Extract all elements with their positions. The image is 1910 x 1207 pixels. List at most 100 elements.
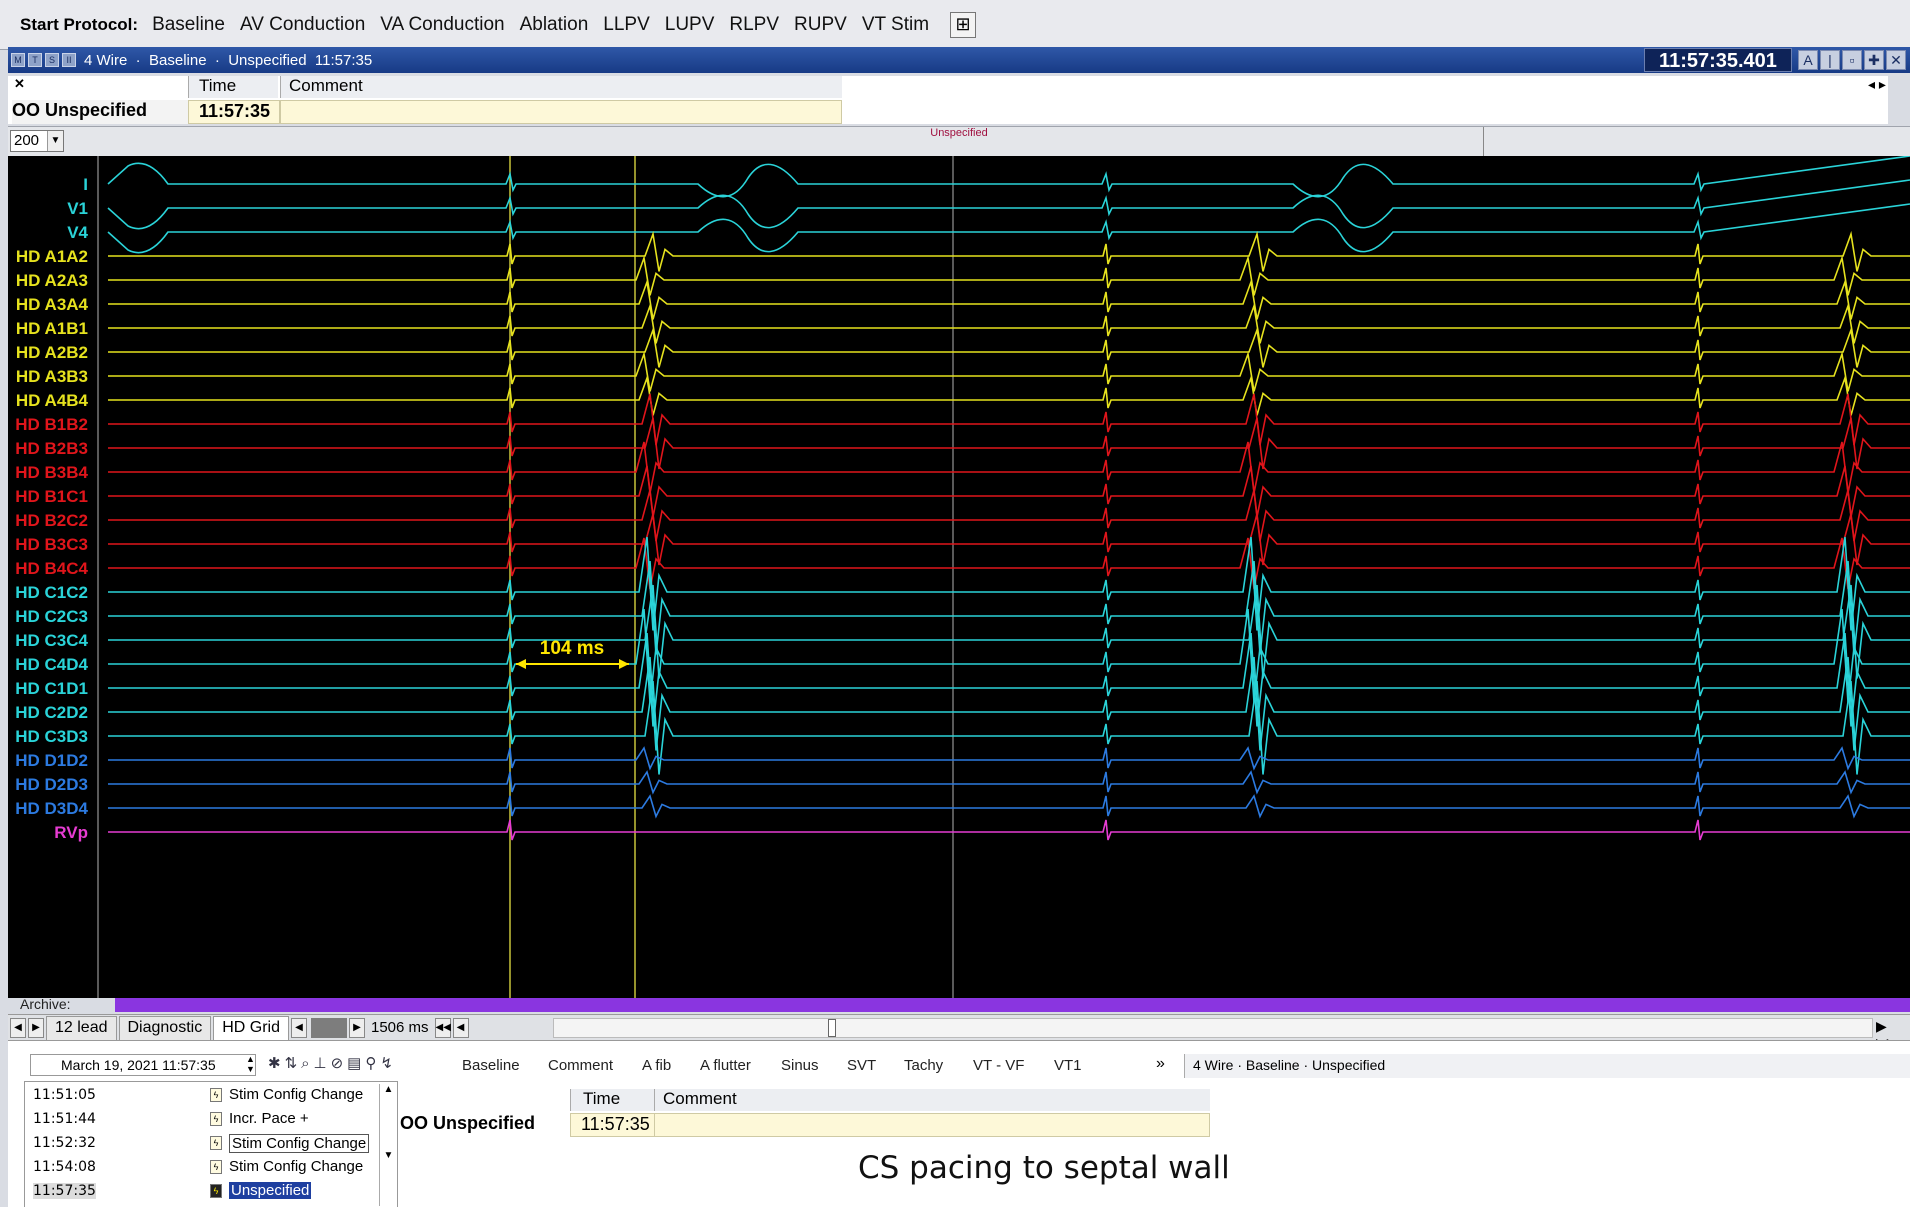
move-icon[interactable]: ✚ — [1864, 50, 1884, 70]
review-annotation-table: Time Comment OO Unspecified 11:57:35 — [392, 1089, 1392, 1137]
channel-trace — [108, 417, 1910, 470]
protocol-av-conduction-button[interactable]: AV Conduction — [239, 13, 366, 35]
list-item[interactable]: 11:54:08 ϟ Stim Config Change — [25, 1156, 385, 1180]
tab-next-icon[interactable]: ▶ — [28, 1017, 44, 1038]
timeline-scroll-thumb[interactable] — [828, 1019, 836, 1037]
restore-icon[interactable]: ▫ — [1842, 50, 1862, 70]
protocol-toolbar: Start Protocol: Baseline AV Conduction V… — [0, 0, 1910, 50]
channel-trace — [108, 770, 1910, 795]
macro-aflutter-button[interactable]: A flutter — [700, 1057, 751, 1074]
step-back-icon[interactable]: ◀ — [452, 1017, 469, 1038]
channel-trace — [108, 656, 1910, 751]
channel-label: HD D2D3 — [15, 775, 88, 794]
macro-vt1-button[interactable]: VT1 — [1054, 1057, 1082, 1074]
channel-label: HD C3C4 — [15, 631, 88, 650]
sweep-speed-value: 200 — [14, 132, 40, 149]
channel-label: HD C1C2 — [15, 583, 88, 602]
annotation-row-name[interactable]: OO Unspecified — [12, 100, 188, 124]
pause-button[interactable]: II — [62, 53, 76, 67]
tab-diagnostic[interactable]: Diagnostic — [118, 1015, 212, 1040]
channel-trace — [108, 819, 1910, 841]
annotation-row-comment[interactable] — [280, 100, 842, 124]
annotation-row-comment[interactable] — [654, 1113, 1210, 1137]
scroll-ms-label: 1506 ms — [370, 1019, 429, 1036]
review-tool-icons[interactable]: ✱⇅⌕⊥⊘▤⚲↯ — [268, 1055, 397, 1072]
pipe-icon[interactable]: | — [1820, 50, 1840, 70]
channel-label: HD D1D2 — [15, 751, 88, 770]
rewind-icon[interactable]: ◀◀ — [434, 1017, 451, 1038]
stim-event-icon: ϟ — [210, 1136, 222, 1150]
channel-trace — [108, 794, 1910, 819]
tab-12-lead[interactable]: 12 lead — [46, 1015, 117, 1040]
list-item[interactable]: 11:57:35 ϟ Unspecified — [25, 1180, 385, 1204]
macro-more-icon[interactable]: » — [1156, 1055, 1165, 1072]
channel-trace — [108, 513, 1910, 566]
protocol-ablation-button[interactable]: Ablation — [519, 13, 589, 35]
list-item[interactable]: 11:52:32 ϟ Stim Config Change — [25, 1132, 385, 1156]
macro-svt-button[interactable]: SVT — [847, 1057, 877, 1074]
mode-s-button[interactable]: S — [45, 53, 59, 67]
timeline-scrollbar[interactable] — [553, 1018, 1873, 1038]
event-label: Stim Config Change — [229, 1086, 364, 1103]
channel-label: V1 — [67, 199, 88, 218]
macro-sinus-button[interactable]: Sinus — [781, 1057, 819, 1074]
protocol-vt-stim-button[interactable]: VT Stim — [861, 13, 930, 35]
tab-prev-icon[interactable]: ◀ — [10, 1017, 26, 1038]
channel-label: HD A4B4 — [16, 391, 89, 410]
protocol-rlpv-button[interactable]: RLPV — [729, 13, 780, 35]
time-column-header: Time — [570, 1089, 654, 1111]
mode-m-button[interactable]: M — [11, 53, 25, 67]
review-date-field[interactable]: March 19, 2021 11:57:35 — [30, 1054, 256, 1076]
mode-t-button[interactable]: T — [28, 53, 42, 67]
protocol-llpv-button[interactable]: LLPV — [603, 13, 650, 35]
macro-vt-vf-button[interactable]: VT - VF — [973, 1057, 1025, 1074]
channel-label: RVp — [54, 823, 88, 842]
annotation-table: ✕ Time Comment OO Unspecified 11:57:35 ◂… — [8, 76, 1888, 124]
event-label: Stim Config Change — [229, 1134, 370, 1153]
event-log-list[interactable]: 11:51:05 ϟ Stim Config Change 11:51:44 ϟ… — [24, 1081, 398, 1207]
sweep-speed-select[interactable]: 200 ▼ — [10, 130, 64, 152]
protocol-va-conduction-button[interactable]: VA Conduction — [380, 13, 505, 35]
macro-tachy-button[interactable]: Tachy — [904, 1057, 944, 1074]
close-icon[interactable]: ✕ — [1886, 50, 1906, 70]
archive-bar[interactable] — [115, 998, 1910, 1012]
scroll-right-icon[interactable]: ▶ — [348, 1017, 365, 1038]
scroll-left-icon[interactable]: ◀ — [290, 1017, 307, 1038]
annotation-nav-arrows[interactable]: ◂ ▸ — [1868, 76, 1886, 92]
protocol-rupv-button[interactable]: RUPV — [794, 13, 847, 35]
protocol-baseline-button[interactable]: Baseline — [152, 13, 225, 35]
list-item[interactable]: 11:51:44 ϟ Incr. Pace + — [25, 1108, 385, 1132]
macro-afib-button[interactable]: A fib — [642, 1057, 672, 1074]
channel-label: HD C1D1 — [15, 679, 88, 698]
channel-trace — [108, 230, 1910, 272]
channel-trace — [108, 584, 1910, 679]
signal-display[interactable]: I V1 V4 HD A1A2 HD A2A3 HD A3A4 HD A1B1 HD A2B2… — [8, 156, 1910, 998]
protocol-lupv-button[interactable]: LUPV — [664, 13, 715, 35]
channel-trace — [108, 537, 1910, 590]
window-title-bar: M T S II 4 Wire · Baseline · Unspecified… — [8, 47, 1910, 73]
tab-hd-grid[interactable]: HD Grid — [213, 1015, 289, 1040]
event-label: Stim Config Change — [229, 1158, 364, 1175]
figure-caption: CS pacing to septal wall — [858, 1150, 1230, 1186]
event-list-scrollbar[interactable]: ▲ ▼ — [379, 1084, 397, 1206]
comment-column-header: Comment — [280, 76, 842, 98]
channel-label: HD C4D4 — [15, 655, 88, 674]
date-spinner-icon[interactable]: ▲ ▼ — [246, 1054, 255, 1074]
channel-label: HD A1A2 — [16, 247, 88, 266]
macro-baseline-button[interactable]: Baseline — [462, 1057, 520, 1074]
list-item[interactable]: 11:51:05 ϟ Stim Config Change — [25, 1084, 385, 1108]
event-marker-label[interactable]: Unspecified — [930, 127, 988, 139]
channel-label: HD A2A3 — [16, 271, 88, 290]
chevron-down-icon[interactable]: ▼ — [47, 131, 63, 151]
close-small-icon[interactable]: ✕ — [14, 76, 25, 91]
annotation-row-time: 11:57:35 — [570, 1113, 656, 1137]
channel-trace — [108, 465, 1910, 518]
layout-grid-icon[interactable]: ⊞ — [950, 11, 977, 38]
scroll-position-block[interactable] — [310, 1017, 347, 1038]
channel-trace — [108, 536, 1910, 631]
channel-label: HD B1B2 — [15, 415, 88, 434]
annotation-row-name[interactable]: OO Unspecified — [400, 1113, 536, 1133]
a-button-icon[interactable]: A — [1798, 50, 1818, 70]
macro-comment-button[interactable]: Comment — [548, 1057, 614, 1074]
channel-label: HD B2C2 — [15, 511, 88, 530]
